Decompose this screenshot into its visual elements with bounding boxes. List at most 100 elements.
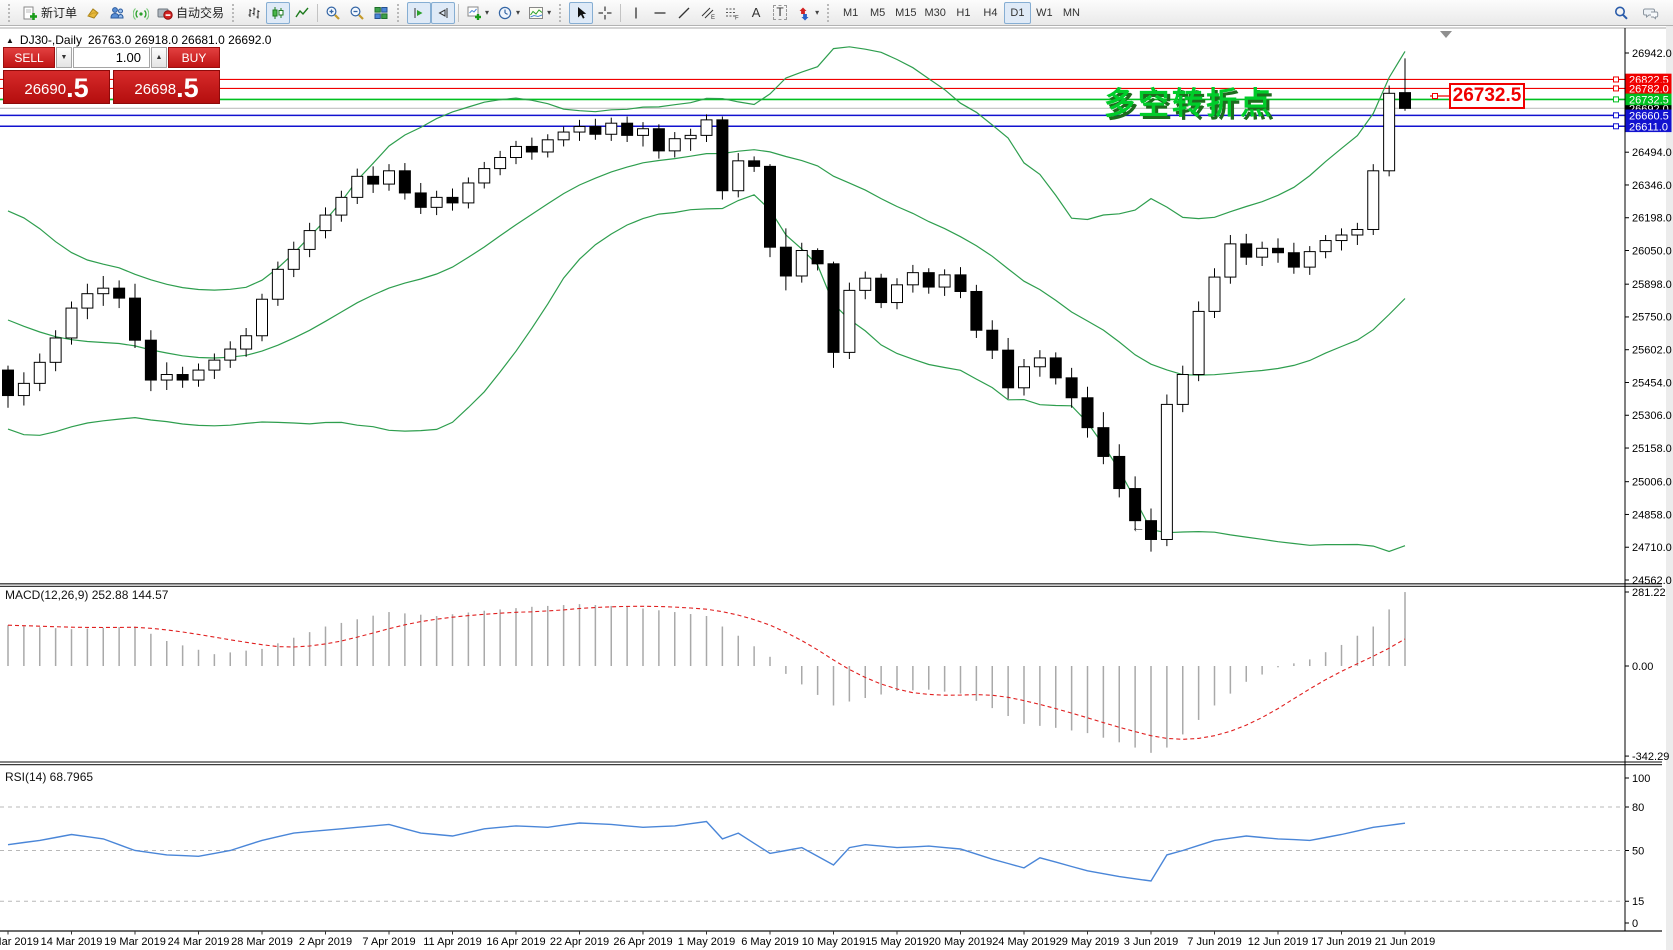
timeframe-h1-button[interactable]: H1 <box>950 2 977 24</box>
svg-text:26782.0: 26782.0 <box>1629 83 1669 95</box>
tile-windows-button[interactable] <box>369 2 393 24</box>
toolbar-grip <box>232 3 238 22</box>
sell-price-main: 26690 <box>24 81 67 98</box>
horizontal-line-icon <box>652 5 668 21</box>
sell-price-pip: .5 <box>66 73 89 103</box>
search-icon <box>1613 5 1629 21</box>
tile-windows-icon <box>373 5 389 21</box>
svg-text:29 May 2019: 29 May 2019 <box>1056 936 1120 948</box>
crosshair-icon <box>597 5 613 21</box>
svg-text:0: 0 <box>1632 918 1638 930</box>
svg-text:24 May 2019: 24 May 2019 <box>992 936 1056 948</box>
new-chart-dropdown[interactable]: ▾ <box>462 2 493 24</box>
buy-price-button[interactable]: 26698 .5 <box>113 70 220 104</box>
sell-button[interactable]: SELL <box>3 47 55 68</box>
chart-canvas[interactable]: ← 26942.0 26494.0 26346.0 26198.0 26050.0 2589… <box>0 26 1673 950</box>
buy-button[interactable]: BUY <box>168 47 220 68</box>
text-label-icon: T <box>773 5 787 20</box>
svg-text:50: 50 <box>1632 845 1644 857</box>
timeframe-m5-button[interactable]: M5 <box>864 2 891 24</box>
chart-shift-button[interactable] <box>431 1 456 24</box>
rsi-indicator-label: RSI(14) 68.7965 <box>5 770 94 784</box>
trendline-tool-button[interactable] <box>672 2 696 24</box>
volume-increase-button[interactable]: ▲ <box>151 47 167 68</box>
channel-tool-button[interactable]: E <box>696 2 720 24</box>
volume-decrease-button[interactable]: ▼ <box>56 47 72 68</box>
toolbar-grip <box>8 3 14 22</box>
svg-text:26660.5: 26660.5 <box>1629 110 1669 122</box>
timeframe-w1-button[interactable]: W1 <box>1031 2 1058 24</box>
svg-text:26050.0: 26050.0 <box>1632 245 1672 257</box>
svg-text:20 May 2019: 20 May 2019 <box>929 936 993 948</box>
autotrading-label: 自动交易 <box>176 6 225 20</box>
chat-button[interactable] <box>1639 2 1663 24</box>
timeframe-h4-button[interactable]: H4 <box>977 2 1004 24</box>
chart-ohlc-values: 26763.0 26918.0 26681.0 26692.0 <box>87 33 272 47</box>
timeframe-m30-button[interactable]: M30 <box>921 2 950 24</box>
market-watch-button[interactable] <box>81 2 105 24</box>
autotrading-button[interactable]: 自动交易 <box>153 2 228 24</box>
svg-text:7 Apr 2019: 7 Apr 2019 <box>362 936 415 948</box>
timeframe-m15-button[interactable]: M15 <box>891 2 920 24</box>
chart-title: ▲ DJ30-,Daily 26763.0 26918.0 26681.0 26… <box>6 33 271 47</box>
text-tool-button[interactable]: A <box>744 2 768 24</box>
timeframe-label: D1 <box>1010 6 1025 19</box>
timeframe-label: M15 <box>895 6 917 19</box>
new-order-button[interactable]: 新订单 <box>18 2 81 24</box>
timeframe-mn-button[interactable]: MN <box>1058 2 1085 24</box>
svg-text:25898.0: 25898.0 <box>1632 279 1672 291</box>
horizontal-level-lines <box>0 78 1625 128</box>
timeframe-m1-button[interactable]: M1 <box>837 2 864 24</box>
volume-input[interactable] <box>73 47 150 68</box>
toolbar-separator <box>620 3 622 22</box>
timeframe-label: MN <box>1062 6 1080 19</box>
timeframe-label: M1 <box>842 6 859 19</box>
macd-indicator-label: MACD(12,26,9) 252.88 144.57 <box>5 588 169 602</box>
svg-text:22 Apr 2019: 22 Apr 2019 <box>550 936 609 948</box>
new-order-icon <box>22 5 38 21</box>
zoom-in-button[interactable] <box>321 2 345 24</box>
auto-scroll-button[interactable] <box>407 1 432 24</box>
search-button[interactable] <box>1609 2 1633 24</box>
svg-text:24562.0: 24562.0 <box>1632 575 1672 587</box>
svg-text:10 May 2019: 10 May 2019 <box>802 936 866 948</box>
arrows-tool-dropdown[interactable]: ▾ <box>792 2 823 24</box>
new-chart-icon <box>466 5 482 21</box>
crosshair-tool-button[interactable] <box>593 2 617 24</box>
price-axis[interactable]: 26942.0 26494.0 26346.0 26198.0 26050.0 25898… <box>1613 48 1672 930</box>
svg-text:24710.0: 24710.0 <box>1632 542 1672 554</box>
chart-area[interactable]: ← 26942.0 26494.0 26346.0 26198.0 26050.0 2589… <box>0 26 1673 950</box>
sell-price-button[interactable]: 26690 .5 <box>3 70 110 104</box>
svg-text:25158.0: 25158.0 <box>1632 443 1672 455</box>
candlesticks <box>2 58 1411 552</box>
profiles-dropdown[interactable]: ▾ <box>493 2 524 24</box>
text-tool-icon: A <box>751 5 761 20</box>
svg-text:15 May 2019: 15 May 2019 <box>865 936 929 948</box>
collapse-panel-icon[interactable]: ▲ <box>6 35 14 45</box>
horizontal-line-tool-button[interactable] <box>648 2 672 24</box>
indicators-icon <box>528 5 544 21</box>
vertical-line-tool-button[interactable] <box>624 2 648 24</box>
fibonacci-tool-button[interactable]: F <box>720 2 744 24</box>
svg-text:14 Mar 2019: 14 Mar 2019 <box>41 936 103 948</box>
bar-chart-button[interactable] <box>242 2 266 24</box>
price-tag-annotation[interactable]: 26732.5 <box>1449 83 1525 109</box>
toolbar-right-group <box>1609 2 1669 24</box>
new-order-label: 新订单 <box>41 6 78 20</box>
text-label-tool-button[interactable]: T <box>768 2 792 24</box>
zoom-out-button[interactable] <box>345 2 369 24</box>
cursor-tool-button[interactable] <box>569 1 594 24</box>
svg-text:25602.0: 25602.0 <box>1632 345 1672 357</box>
profiles-button[interactable] <box>105 2 129 24</box>
timeframe-d1-button[interactable]: D1 <box>1003 1 1031 24</box>
line-chart-button[interactable] <box>290 2 314 24</box>
signals-button[interactable] <box>129 2 153 24</box>
indicators-dropdown[interactable]: ▾ <box>524 2 555 24</box>
svg-text:15: 15 <box>1632 896 1644 908</box>
candlestick-chart-button[interactable] <box>266 1 291 24</box>
svg-text:-342.29: -342.29 <box>1632 751 1669 763</box>
toolbar-separator <box>458 3 460 22</box>
dropdown-caret-icon: ▾ <box>815 7 820 17</box>
clock-icon <box>497 5 513 21</box>
